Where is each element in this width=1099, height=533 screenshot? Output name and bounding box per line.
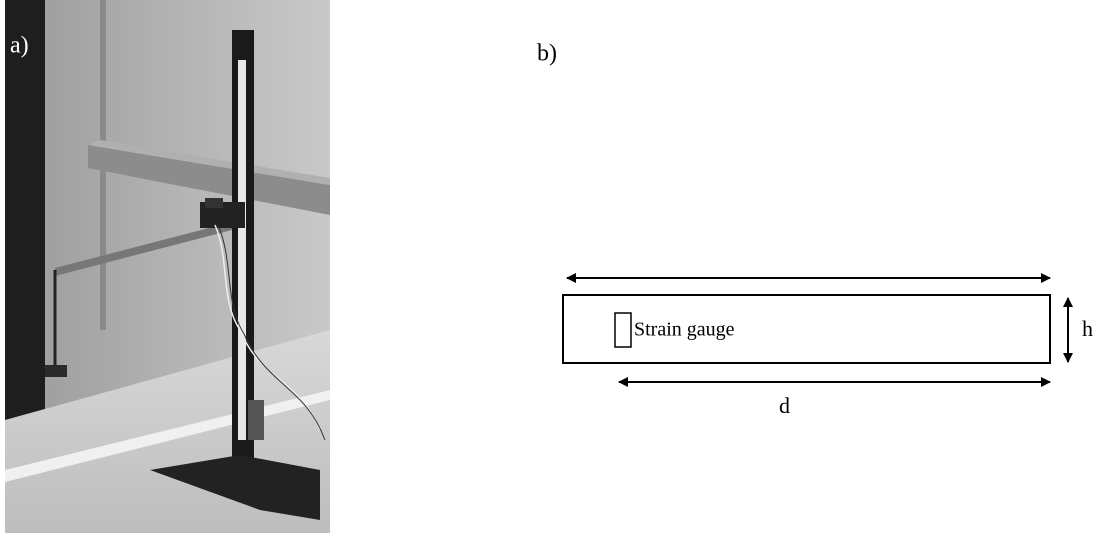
beam <box>562 294 1051 364</box>
gauge-label: Strain gauge <box>634 319 735 341</box>
diagram: b) Strain gauge h d <box>537 41 1093 419</box>
panel-label: a) <box>10 33 29 59</box>
strain-gauge <box>614 312 632 348</box>
height-label: h <box>1082 316 1093 341</box>
distance-label: d <box>779 393 790 418</box>
photo: a) <box>5 0 330 533</box>
panel-label: b) <box>537 41 557 67</box>
